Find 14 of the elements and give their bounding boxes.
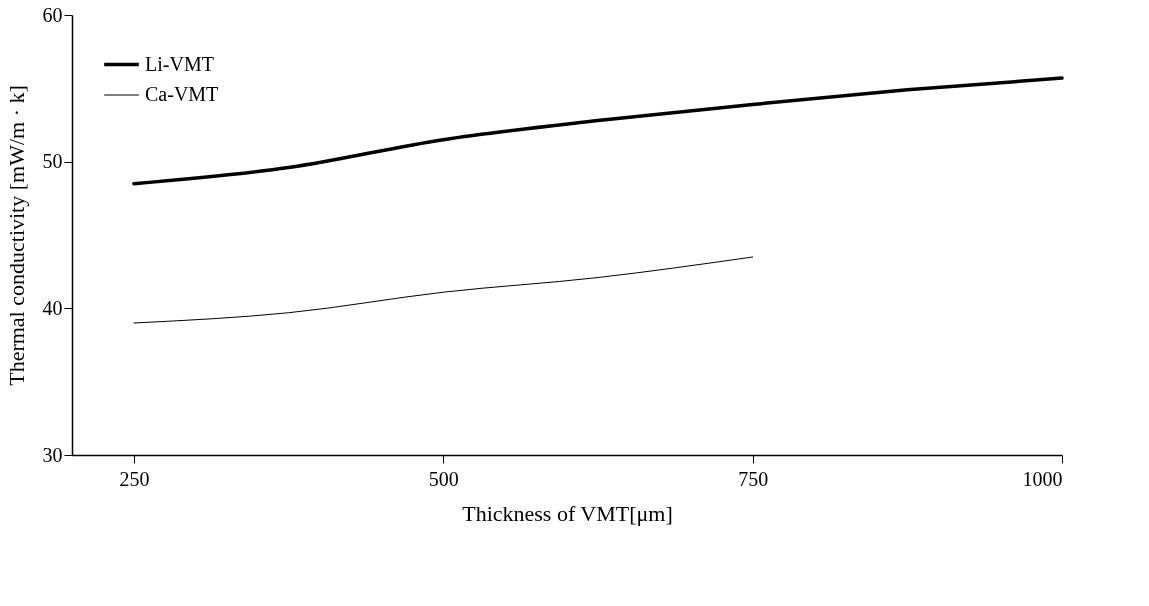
- x-axis-title: Thickness of VMT[μm]: [462, 500, 673, 526]
- x-tick-label: 1000: [1022, 467, 1063, 490]
- y-tick-label: 60: [42, 3, 63, 26]
- legend-label: Ca-VMT: [145, 83, 219, 105]
- y-axis-title: Thermal conductivity [mW/m · k]: [3, 85, 29, 386]
- y-tick-label: 30: [42, 443, 63, 466]
- x-tick-label: 250: [119, 467, 150, 490]
- legend-label: Li-VMT: [145, 52, 214, 75]
- x-tick-label: 500: [428, 467, 459, 490]
- line-series: [132, 76, 1064, 186]
- y-tick-label: 40: [42, 296, 63, 319]
- y-tick-label: 50: [42, 150, 63, 173]
- line-series: [133, 256, 754, 324]
- x-tick-label: 750: [738, 467, 769, 490]
